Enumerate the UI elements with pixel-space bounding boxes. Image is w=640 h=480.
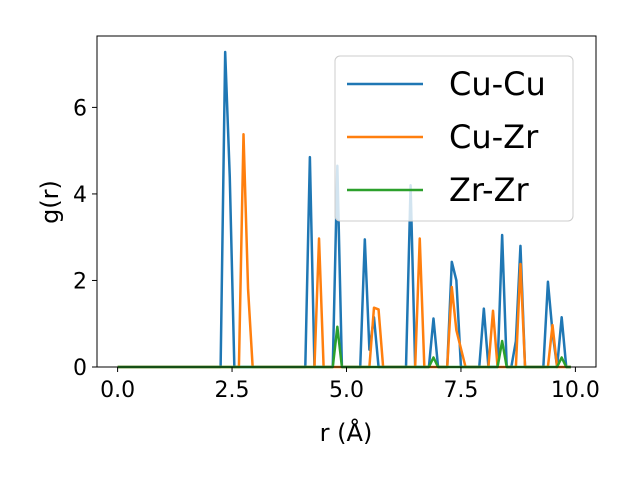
series-line-zr-zr — [117, 325, 571, 369]
x-tick-label: 0.0 — [100, 378, 135, 403]
x-tick-label: 10.0 — [551, 378, 600, 403]
legend: Cu-Cu Cu-Zr Zr-Zr — [334, 55, 574, 222]
y-tick-label: 4 — [73, 183, 87, 208]
legend-label-zr-zr: Zr-Zr — [449, 171, 530, 209]
legend-label-cu-cu: Cu-Cu — [449, 65, 546, 103]
y-tick-label: 0 — [73, 356, 87, 381]
x-axis-label: r (Å) — [320, 418, 373, 447]
legend-box — [334, 55, 574, 222]
legend-label-cu-zr: Cu-Zr — [449, 118, 539, 156]
x-tick-label: 2.5 — [215, 378, 250, 403]
x-tick-label: 7.5 — [443, 378, 478, 403]
x-axis: 0.0 2.5 5.0 7.5 10.0 — [100, 367, 600, 403]
x-tick-label: 5.0 — [329, 378, 364, 403]
y-tick-label: 6 — [73, 96, 87, 121]
y-axis-label: g(r) — [36, 180, 64, 224]
y-axis: 0 2 4 6 — [73, 96, 97, 381]
y-tick-label: 2 — [73, 269, 87, 294]
